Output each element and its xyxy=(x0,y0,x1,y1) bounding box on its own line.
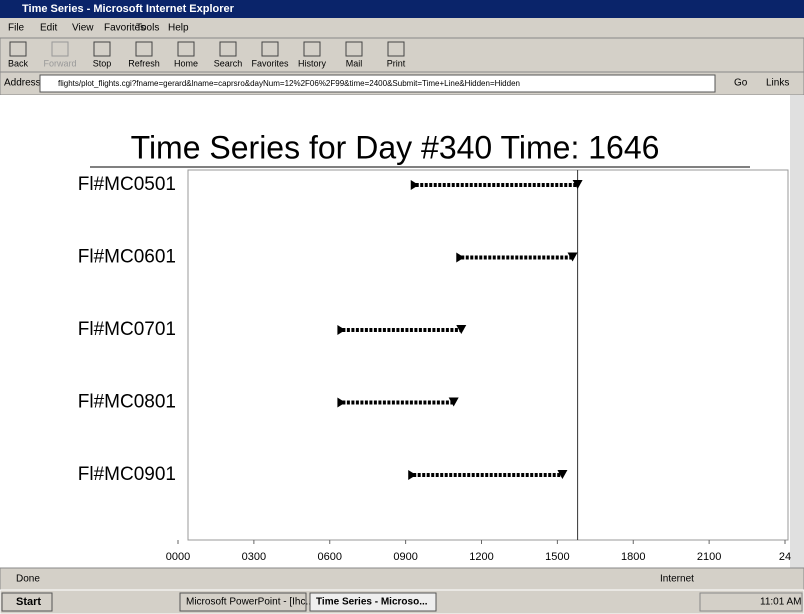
status-zone: Internet xyxy=(660,574,694,585)
clock: 11:01 AM xyxy=(760,597,802,608)
window-title: Time Series - Microsoft Internet Explore… xyxy=(22,3,235,15)
x-tick-label: 1500 xyxy=(545,551,569,563)
toolbar-label: Refresh xyxy=(128,58,160,68)
menu-item[interactable]: Tools xyxy=(136,23,159,34)
x-tick-label: 0000 xyxy=(166,551,190,563)
x-tick-label: 0300 xyxy=(242,551,266,563)
links-button[interactable]: Links xyxy=(766,78,789,89)
x-tick-label: 0900 xyxy=(393,551,417,563)
toolbar-label: Search xyxy=(214,58,243,68)
toolbar-label: History xyxy=(298,58,327,68)
menu-item[interactable]: File xyxy=(8,23,25,34)
row-label: Fl#MC0701 xyxy=(78,319,176,340)
row-label: Fl#MC0501 xyxy=(78,174,176,195)
menu-item[interactable]: View xyxy=(72,23,94,34)
x-tick-label: 0600 xyxy=(318,551,342,563)
x-tick-label: 24 xyxy=(779,551,791,563)
address-label: Address xyxy=(4,78,41,89)
task-label: Microsoft PowerPoint - [Ihc... xyxy=(186,597,314,608)
scrollbar[interactable] xyxy=(790,95,804,568)
screen: Time Series - Microsoft Internet Explore… xyxy=(0,0,804,614)
row-label: Fl#MC0901 xyxy=(78,464,176,485)
toolbar-label: Home xyxy=(174,58,198,68)
row-label: Fl#MC0801 xyxy=(78,392,176,413)
chart-title: Time Series for Day #340 Time: 1646 xyxy=(131,129,660,165)
x-tick-label: 1200 xyxy=(469,551,493,563)
toolbar-label: Favorites xyxy=(251,58,289,68)
x-tick-label: 1800 xyxy=(621,551,645,563)
toolbar-label: Mail xyxy=(346,58,363,68)
toolbar-label: Stop xyxy=(93,58,112,68)
start-label: Start xyxy=(16,596,41,608)
page: Time Series - Microsoft Internet Explore… xyxy=(0,0,804,614)
row-label: Fl#MC0601 xyxy=(78,247,176,268)
status-text: Done xyxy=(16,574,40,585)
menu-item[interactable]: Help xyxy=(168,23,189,34)
x-tick-label: 2100 xyxy=(697,551,721,563)
toolbar-label: Back xyxy=(8,58,29,68)
menu-item[interactable]: Edit xyxy=(40,23,57,34)
address-url: flights/plot_flights.cgi?fname=gerard&ln… xyxy=(58,79,520,88)
toolbar-label: Forward xyxy=(43,58,76,68)
go-button[interactable]: Go xyxy=(734,78,748,89)
toolbar-label: Print xyxy=(387,58,406,68)
task-label: Time Series - Microso... xyxy=(316,597,428,608)
